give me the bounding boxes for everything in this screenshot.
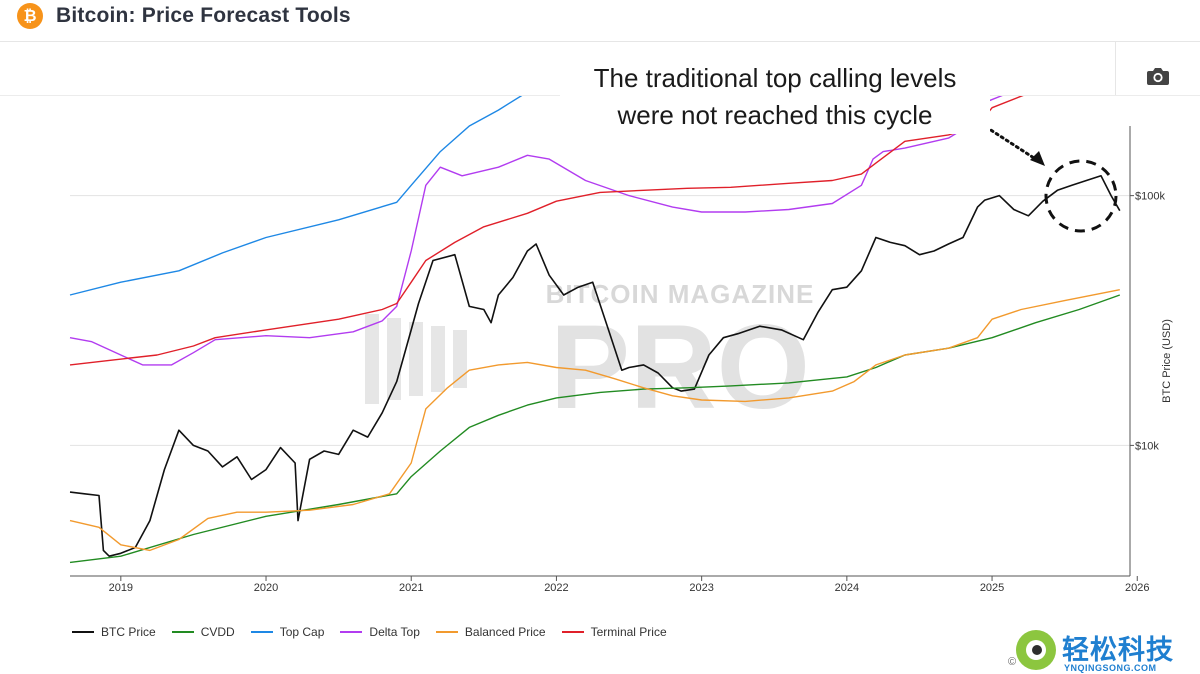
- watermark-line-1: BITCOIN MAGAZINE: [546, 279, 815, 309]
- legend-item-terminal[interactable]: Terminal Price: [561, 625, 667, 639]
- legend-label: BTC Price: [101, 625, 156, 639]
- app-header: ₿ Bitcoin: Price Forecast Tools: [0, 0, 1200, 42]
- legend-swatch: [72, 631, 94, 633]
- bitcoin-logo-icon: ₿: [17, 3, 43, 29]
- watermark-bar-icon: [365, 314, 379, 404]
- watermark-line-2: PRO: [550, 300, 810, 434]
- x-tick-label: 2020: [254, 582, 278, 594]
- series-line-balanced: [69, 289, 1120, 552]
- axes: 2019 2020 2021 2022 2023 2024 2025 2026 $10k $100…: [70, 126, 1173, 594]
- watermark-bar-icon: [409, 322, 423, 396]
- page-title: Bitcoin: Price Forecast Tools: [56, 4, 351, 27]
- x-tick-label: 2019: [109, 582, 133, 594]
- y-axis-label: BTC Price (USD): [1161, 319, 1173, 403]
- x-tick-label: 2026: [1125, 582, 1149, 594]
- site-watermark: 轻松科技 YNQINGSONG.COM: [1006, 628, 1200, 674]
- x-tick-label: 2023: [689, 582, 713, 594]
- series-line-delta-top: [69, 96, 1003, 366]
- legend-label: CVDD: [200, 625, 235, 639]
- x-tick-label: 2024: [835, 582, 859, 594]
- series-line-btc: [69, 175, 1121, 557]
- series-lines: [69, 96, 1121, 564]
- legend-swatch: [250, 631, 273, 633]
- legend-label: Delta Top: [369, 625, 420, 639]
- watermark-url: YNQINGSONG.COM: [1064, 663, 1157, 673]
- legend-swatch: [561, 631, 584, 633]
- camera-icon[interactable]: [1146, 66, 1170, 86]
- y-tick-label: $100k: [1135, 191, 1165, 203]
- x-tick-label: 2025: [980, 582, 1004, 594]
- watermark-bar-icon: [431, 326, 445, 392]
- legend-item-cvdd[interactable]: CVDD: [171, 625, 235, 639]
- legend-label: Balanced Price: [464, 625, 546, 639]
- annotation-line-2: were not reached this cycle: [617, 100, 933, 130]
- annotation-line-1: The traditional top calling levels: [593, 63, 957, 93]
- series-line-top-cap: [69, 96, 523, 296]
- legend-swatch: [435, 631, 458, 633]
- y-tick-label: $10k: [1135, 440, 1159, 452]
- watermark-bar-icon: [453, 330, 467, 388]
- annotation-arrowhead-icon: [1030, 151, 1045, 166]
- annotation-circle: [1044, 159, 1118, 233]
- legend-item-btc[interactable]: BTC Price: [72, 625, 156, 639]
- watermark-pupil-icon: [1032, 645, 1042, 655]
- grid: [70, 195, 1130, 446]
- legend-swatch: [171, 631, 194, 633]
- legend-item-delta-top[interactable]: Delta Top: [340, 625, 420, 639]
- copyright-mark: ©: [1008, 656, 1017, 668]
- legend-item-balanced[interactable]: Balanced Price: [435, 625, 546, 639]
- watermark-brand-text: 轻松科技: [1062, 635, 1174, 666]
- annotation-text: The traditional top calling levels were …: [560, 60, 990, 134]
- x-tick-label: 2021: [399, 582, 423, 594]
- legend-label: Top Cap: [279, 625, 325, 639]
- legend-swatch: [340, 631, 363, 633]
- x-tick-label: 2022: [544, 582, 568, 594]
- chart-legend: BTC Price CVDD Top Cap Delta Top Balanced Pr…: [72, 625, 683, 639]
- legend-label: Terminal Price: [590, 625, 667, 639]
- legend-item-top-cap[interactable]: Top Cap: [250, 625, 325, 639]
- toolbar-divider: [1115, 41, 1116, 96]
